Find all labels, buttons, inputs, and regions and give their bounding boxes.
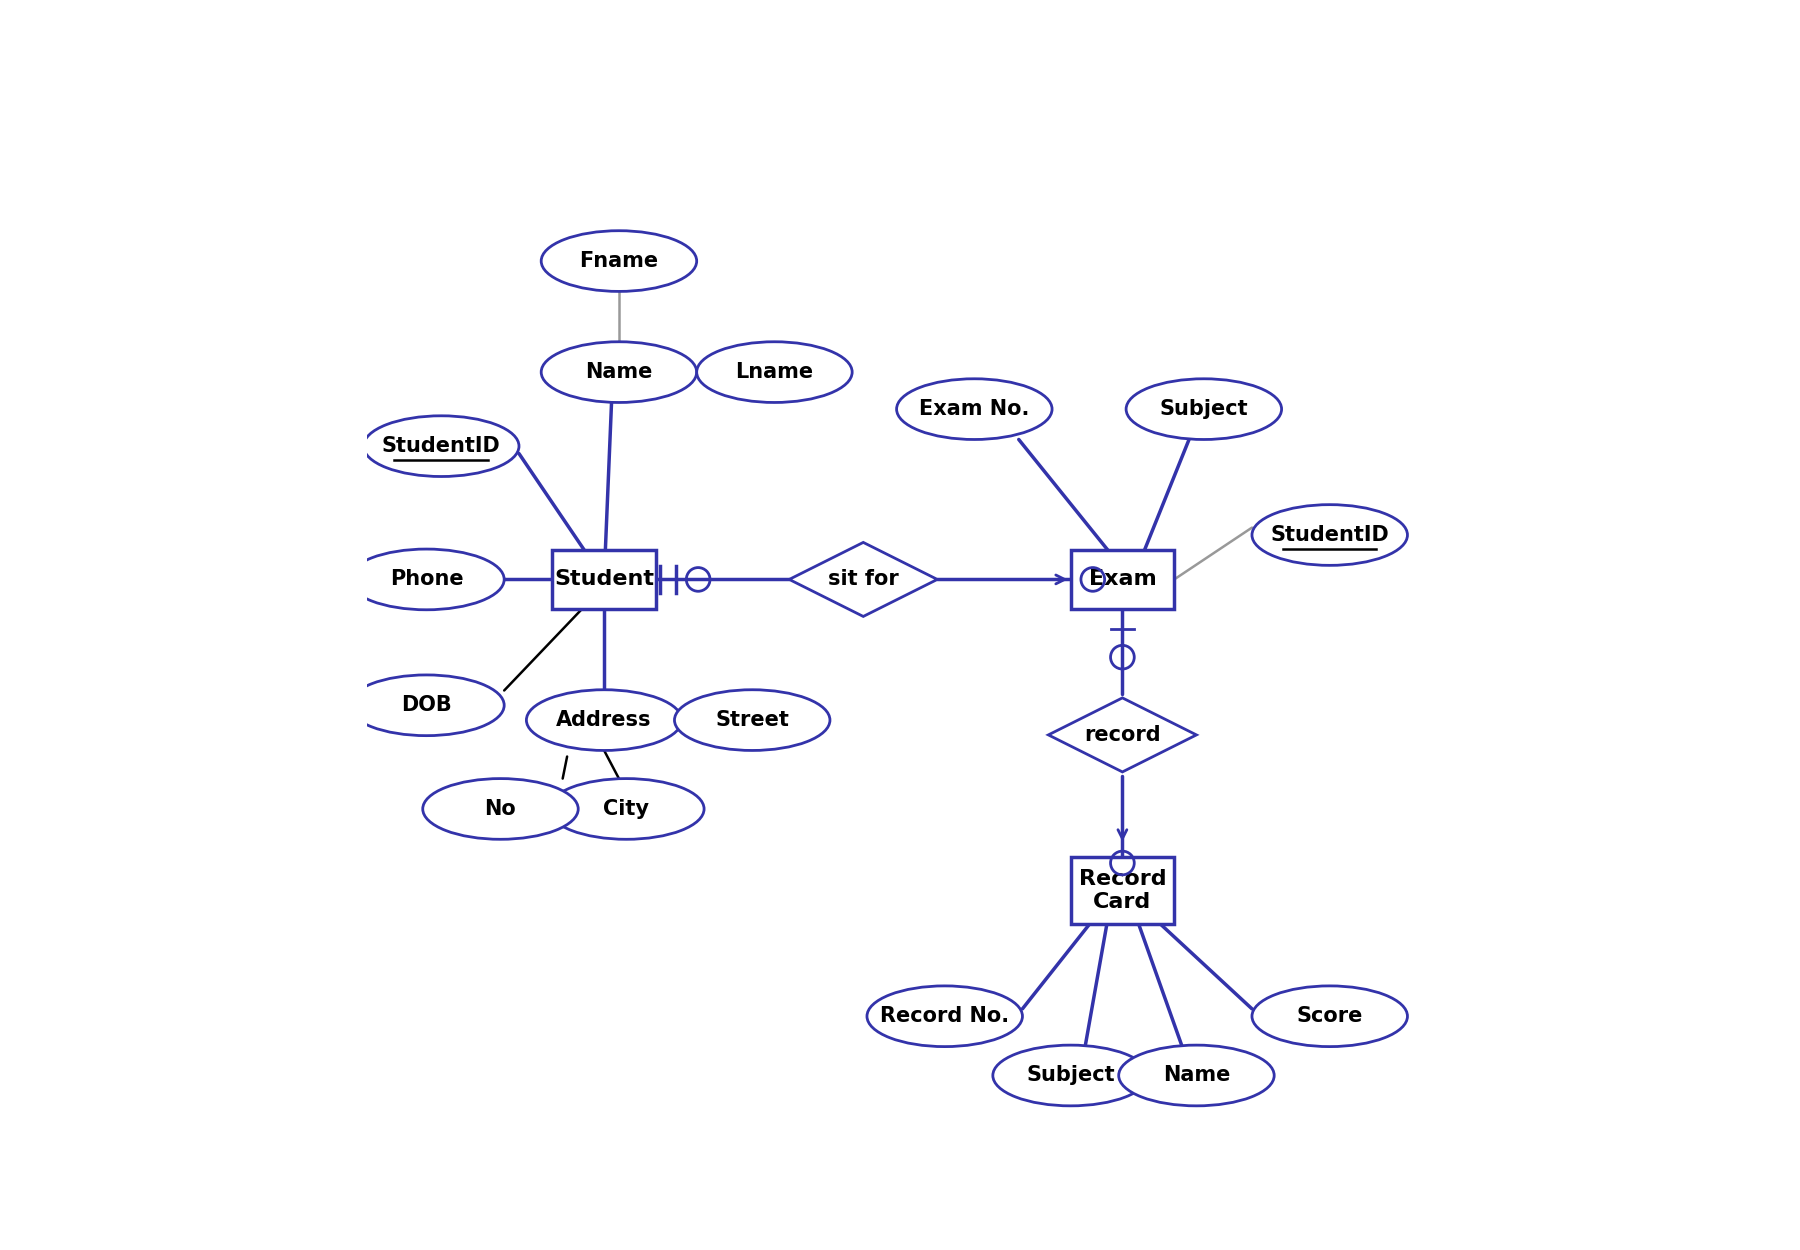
Ellipse shape bbox=[675, 690, 830, 750]
Text: record: record bbox=[1084, 725, 1161, 745]
Text: StudentID: StudentID bbox=[1271, 525, 1390, 545]
Text: Lname: Lname bbox=[736, 362, 814, 382]
Text: Exam No.: Exam No. bbox=[920, 399, 1030, 419]
Text: Name: Name bbox=[585, 362, 653, 382]
FancyBboxPatch shape bbox=[553, 550, 655, 609]
Text: Phone: Phone bbox=[389, 570, 463, 590]
Ellipse shape bbox=[423, 779, 578, 839]
Polygon shape bbox=[788, 542, 938, 616]
Text: No: No bbox=[484, 799, 517, 819]
Text: Street: Street bbox=[715, 710, 788, 730]
Text: Address: Address bbox=[556, 710, 652, 730]
Ellipse shape bbox=[1253, 505, 1408, 565]
FancyBboxPatch shape bbox=[1071, 550, 1174, 609]
FancyBboxPatch shape bbox=[1071, 858, 1174, 924]
Text: Score: Score bbox=[1296, 1006, 1363, 1026]
Ellipse shape bbox=[868, 986, 1022, 1046]
Text: City: City bbox=[603, 799, 650, 819]
Text: Subject: Subject bbox=[1026, 1065, 1114, 1085]
Text: sit for: sit for bbox=[828, 570, 898, 590]
Ellipse shape bbox=[542, 231, 697, 291]
Text: Student: Student bbox=[554, 570, 653, 590]
Text: Name: Name bbox=[1163, 1065, 1229, 1085]
Ellipse shape bbox=[542, 341, 697, 402]
Text: DOB: DOB bbox=[401, 695, 452, 715]
Ellipse shape bbox=[994, 1045, 1148, 1106]
Ellipse shape bbox=[1120, 1045, 1274, 1106]
Ellipse shape bbox=[349, 549, 504, 610]
Text: Record No.: Record No. bbox=[880, 1006, 1010, 1026]
Ellipse shape bbox=[526, 690, 682, 750]
Text: Record
Card: Record Card bbox=[1078, 869, 1166, 912]
Ellipse shape bbox=[364, 416, 518, 476]
Ellipse shape bbox=[349, 675, 504, 736]
Ellipse shape bbox=[1127, 379, 1282, 440]
Ellipse shape bbox=[549, 779, 704, 839]
Text: Fname: Fname bbox=[580, 251, 659, 271]
Text: Exam: Exam bbox=[1089, 570, 1156, 590]
Polygon shape bbox=[1048, 698, 1197, 772]
Ellipse shape bbox=[697, 341, 851, 402]
Text: StudentID: StudentID bbox=[382, 436, 500, 456]
Ellipse shape bbox=[896, 379, 1051, 440]
Text: Subject: Subject bbox=[1159, 399, 1247, 419]
Ellipse shape bbox=[1253, 986, 1408, 1046]
